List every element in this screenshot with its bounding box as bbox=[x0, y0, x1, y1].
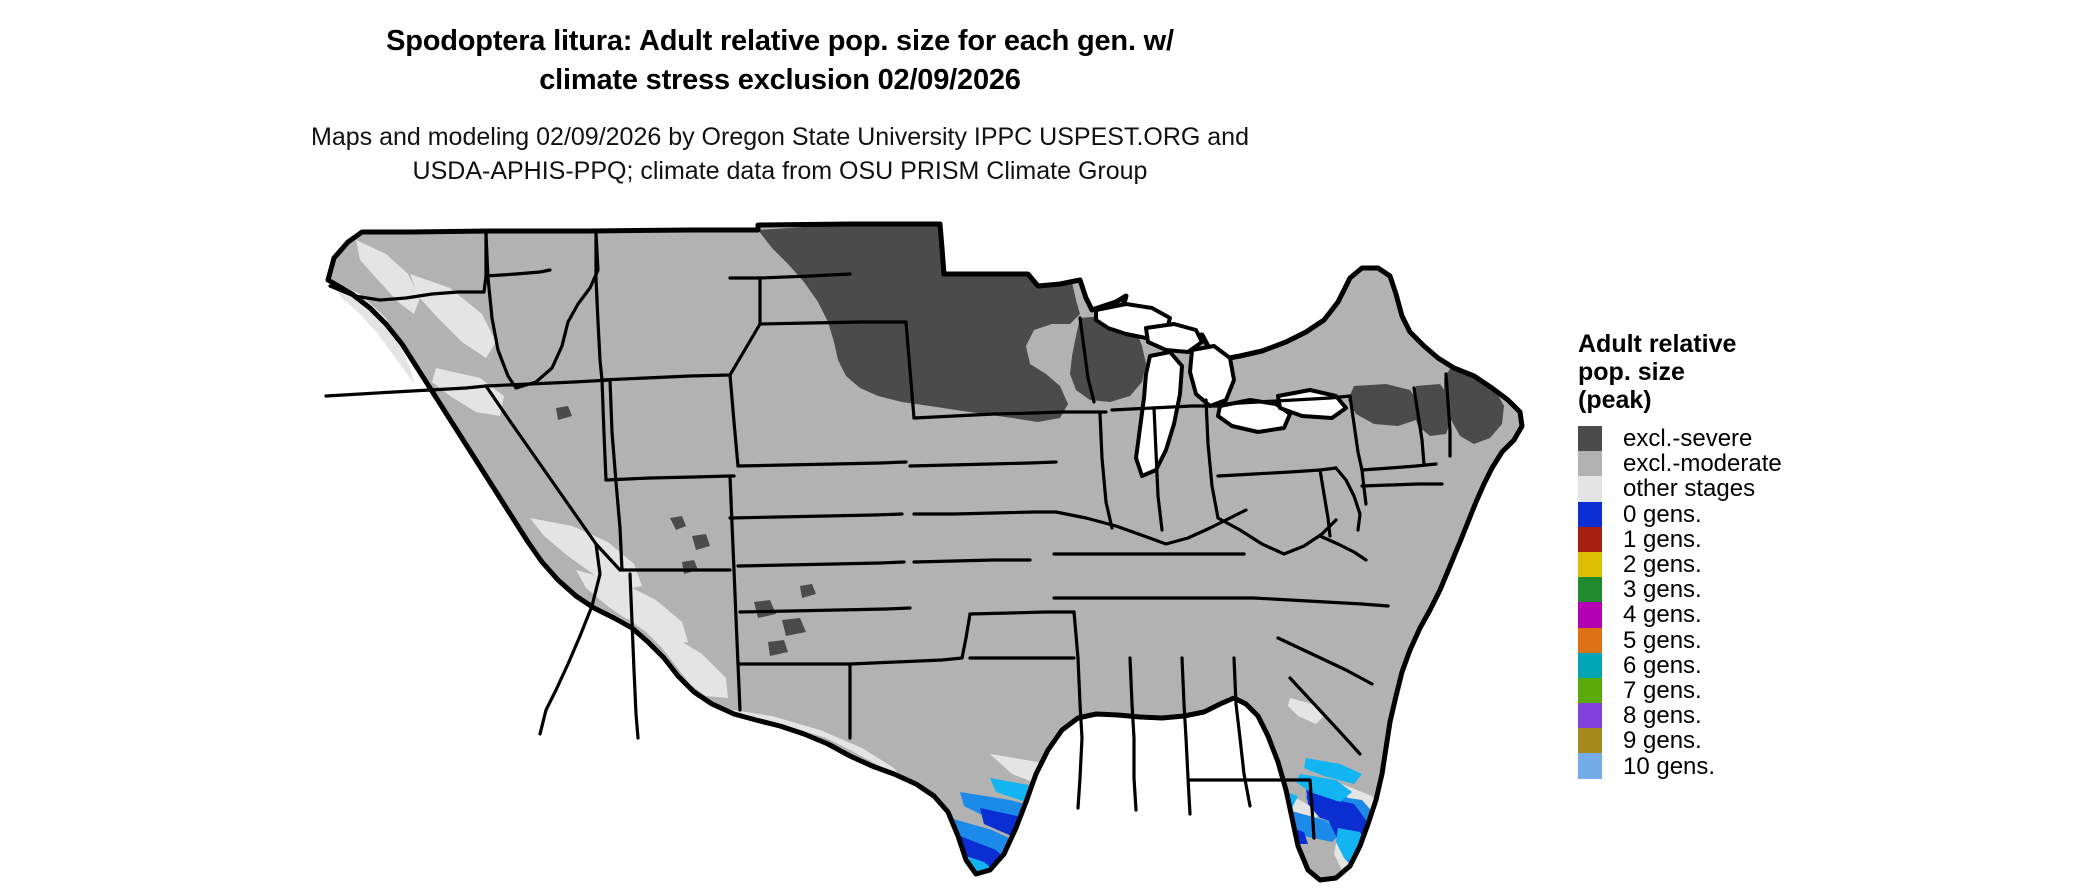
legend-color-swatch bbox=[1578, 426, 1602, 452]
legend-item: 9 gens. bbox=[1578, 727, 2038, 755]
figure-subtitle: Maps and modeling 02/09/2026 by Oregon S… bbox=[0, 120, 1560, 188]
legend-item-label: 2 gens. bbox=[1623, 551, 1702, 579]
legend-item: 5 gens. bbox=[1578, 626, 2038, 654]
legend-title-line-3: (peak) bbox=[1578, 386, 1652, 414]
title-line-1: Spodoptera litura: Adult relative pop. s… bbox=[386, 25, 1174, 57]
legend-title-line-1: Adult relative bbox=[1578, 330, 1737, 358]
legend-color-swatch bbox=[1578, 602, 1602, 628]
legend-title-line-2: pop. size bbox=[1578, 358, 1685, 386]
figure-title: Spodoptera litura: Adult relative pop. s… bbox=[0, 22, 1560, 100]
legend-item: 0 gens. bbox=[1578, 500, 2038, 528]
map-boundaries bbox=[324, 221, 1525, 883]
legend-item-label: excl.-severe bbox=[1623, 425, 1753, 453]
legend-color-swatch bbox=[1578, 451, 1602, 477]
map-svg bbox=[324, 221, 1525, 883]
legend-item: 3 gens. bbox=[1578, 576, 2038, 604]
legend-color-swatch bbox=[1578, 652, 1602, 678]
legend-color-swatch bbox=[1578, 551, 1602, 578]
legend-title: Adult relative pop. size (peak) bbox=[1578, 330, 1768, 414]
legend-item: other stages bbox=[1578, 475, 2038, 503]
legend-item-list: excl.-severe excl.-moderate other stages 0 … bbox=[1578, 426, 2038, 779]
legend-item-label: 10 gens. bbox=[1623, 752, 1716, 780]
legend-item: excl.-moderate bbox=[1578, 450, 2038, 478]
legend-item-label: 9 gens. bbox=[1623, 727, 1702, 755]
legend-item-label: excl.-moderate bbox=[1623, 450, 1782, 478]
legend-item-label: 4 gens. bbox=[1623, 601, 1702, 629]
legend-item-label: 1 gens. bbox=[1623, 525, 1702, 553]
legend-color-swatch bbox=[1578, 677, 1602, 704]
us-choropleth-map bbox=[290, 218, 1560, 888]
legend-item: 7 gens. bbox=[1578, 676, 2038, 704]
legend-item: 1 gens. bbox=[1578, 525, 2038, 553]
legend-item: 8 gens. bbox=[1578, 702, 2038, 730]
map-legend: Adult relative pop. size (peak) excl.-se… bbox=[1578, 330, 2038, 779]
legend-color-swatch bbox=[1578, 627, 1602, 653]
legend-item: excl.-severe bbox=[1578, 425, 2038, 453]
legend-item-label: 7 gens. bbox=[1623, 676, 1702, 704]
legend-item: 6 gens. bbox=[1578, 651, 2038, 679]
legend-color-swatch bbox=[1578, 476, 1602, 502]
legend-item-label: 5 gens. bbox=[1623, 626, 1702, 654]
legend-color-swatch bbox=[1578, 577, 1602, 603]
legend-item-label: 8 gens. bbox=[1623, 702, 1702, 730]
legend-color-swatch bbox=[1578, 703, 1602, 729]
title-line-2: climate stress exclusion 02/09/2026 bbox=[539, 64, 1021, 96]
legend-color-swatch bbox=[1578, 526, 1602, 552]
legend-item-label: other stages bbox=[1623, 475, 1756, 503]
subtitle-line-2: USDA-APHIS-PPQ; climate data from OSU PR… bbox=[412, 157, 1148, 185]
legend-item-label: 6 gens. bbox=[1623, 651, 1702, 679]
legend-color-swatch bbox=[1578, 728, 1602, 754]
legend-item: 2 gens. bbox=[1578, 551, 2038, 579]
legend-item: 4 gens. bbox=[1578, 601, 2038, 629]
legend-item-label: 0 gens. bbox=[1623, 500, 1702, 528]
legend-color-swatch bbox=[1578, 753, 1602, 779]
legend-item: 10 gens. bbox=[1578, 752, 2038, 780]
legend-item-label: 3 gens. bbox=[1623, 576, 1702, 604]
subtitle-line-1: Maps and modeling 02/09/2026 by Oregon S… bbox=[311, 123, 1249, 151]
legend-color-swatch bbox=[1578, 501, 1602, 527]
